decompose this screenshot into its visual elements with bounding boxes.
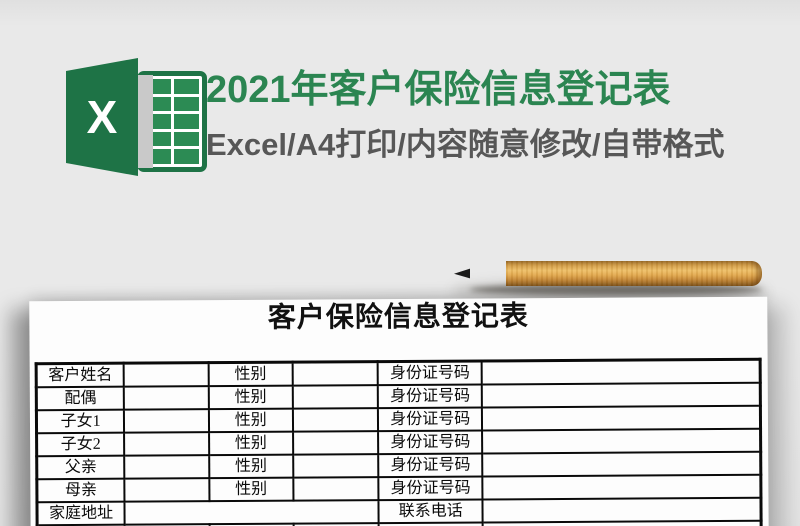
page-title: 2021年客户保险信息登记表 bbox=[206, 69, 671, 111]
address-value-cell[interactable] bbox=[124, 500, 379, 525]
gender-label: 性别 bbox=[209, 477, 294, 502]
name-value-cell[interactable] bbox=[124, 409, 209, 433]
name-value-cell[interactable] bbox=[124, 455, 210, 479]
id-value-cell[interactable] bbox=[481, 382, 761, 408]
field-label: 家庭地址 bbox=[36, 501, 125, 526]
page-subtitle: Excel/A4打印/内容随意修改/自带格式 bbox=[206, 127, 725, 162]
logo-grid-cell bbox=[173, 114, 199, 129]
id-value-cell[interactable] bbox=[481, 359, 761, 385]
pencil-cone bbox=[466, 261, 508, 286]
excel-x-letter: X bbox=[86, 91, 118, 143]
field-label: 母亲 bbox=[36, 478, 125, 503]
gender-value-cell[interactable] bbox=[292, 477, 379, 501]
name-value-cell[interactable] bbox=[123, 362, 209, 387]
field-label: 配偶 bbox=[36, 386, 125, 411]
id-label: 身份证号码 bbox=[378, 407, 483, 432]
id-value-cell[interactable] bbox=[482, 428, 761, 454]
id-value-cell[interactable] bbox=[482, 474, 761, 500]
id-label: 身份证号码 bbox=[378, 453, 483, 478]
gender-value-cell[interactable] bbox=[292, 454, 379, 478]
logo-grid-cell bbox=[173, 131, 199, 147]
phone-label: 联系电话 bbox=[378, 499, 483, 524]
gender-label: 性别 bbox=[208, 385, 293, 410]
spreadsheet-icon bbox=[137, 71, 207, 172]
gender-label: 性别 bbox=[208, 408, 293, 433]
name-value-cell[interactable] bbox=[124, 432, 210, 456]
gender-value-cell[interactable] bbox=[292, 361, 379, 386]
phone-value-cell[interactable] bbox=[482, 497, 762, 523]
id-label bbox=[378, 522, 483, 526]
id-label: 身份证号码 bbox=[378, 384, 483, 409]
gender-label: 性别 bbox=[209, 454, 293, 479]
logo-grid-cell bbox=[173, 149, 199, 164]
id-label: 身份证号码 bbox=[378, 430, 483, 455]
pencil-tip-icon bbox=[454, 268, 470, 279]
id-label: 身份证号码 bbox=[378, 476, 483, 501]
field-label: 子女1 bbox=[36, 409, 125, 434]
excel-flag-icon: X bbox=[66, 58, 138, 176]
field-label: 客户姓名 bbox=[36, 363, 124, 388]
id-value-cell[interactable] bbox=[482, 405, 761, 431]
gender-value-cell[interactable] bbox=[292, 385, 379, 409]
form-document: 客户保险信息登记表 客户姓名 性别 身份证号码 配偶 性别 bbox=[29, 296, 769, 526]
pencil-image bbox=[452, 255, 767, 301]
logo-grid-cell bbox=[173, 79, 199, 94]
registration-table: 客户姓名 性别 身份证号码 配偶 性别 身份证号码 子女1 bbox=[34, 357, 763, 526]
name-value-cell[interactable] bbox=[123, 386, 209, 410]
form-title: 客户保险信息登记表 bbox=[267, 301, 529, 334]
id-value-cell bbox=[482, 520, 762, 526]
field-label: 子女2 bbox=[36, 432, 125, 457]
id-label: 身份证号码 bbox=[377, 360, 482, 386]
gender-label: 性别 bbox=[208, 431, 293, 456]
gender-value-cell[interactable] bbox=[292, 431, 379, 455]
gender-label: 性别 bbox=[208, 362, 293, 387]
name-value-cell[interactable] bbox=[124, 478, 210, 502]
id-value-cell[interactable] bbox=[482, 451, 761, 477]
logo-grid-cell bbox=[173, 96, 199, 112]
gender-value-cell[interactable] bbox=[292, 408, 379, 432]
pencil-body bbox=[506, 261, 762, 286]
field-label: 父亲 bbox=[36, 455, 125, 480]
excel-logo: X bbox=[65, 55, 210, 180]
pencil-shadow bbox=[470, 284, 762, 295]
logo-spine bbox=[138, 75, 153, 168]
